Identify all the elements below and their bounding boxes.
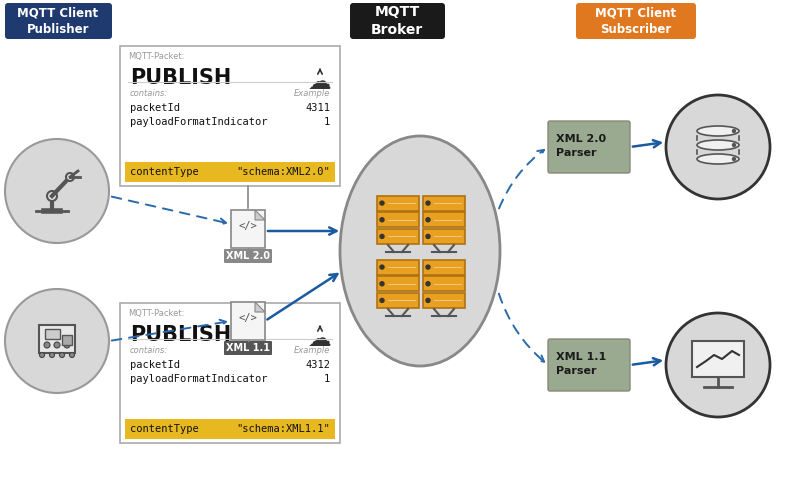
Text: payloadFormatIndicator: payloadFormatIndicator [130,374,267,384]
Text: MQTT-Packet:: MQTT-Packet: [128,52,184,61]
Bar [377,260,419,274]
Text: contains:: contains: [130,346,168,355]
Circle shape [59,353,65,357]
Bar [231,210,265,248]
Circle shape [733,143,735,146]
Circle shape [380,234,384,239]
Text: packetId: packetId [130,103,180,113]
Bar [377,195,419,211]
Text: </>: </> [238,221,258,231]
Text: MQTT Client
Subscriber: MQTT Client Subscriber [595,6,677,36]
Text: contentType: contentType [130,424,198,434]
Circle shape [66,173,74,181]
FancyBboxPatch shape [548,121,630,173]
Ellipse shape [697,126,739,136]
Text: ☁: ☁ [308,70,332,94]
Bar [377,212,419,227]
Text: 4311: 4311 [305,103,330,113]
Bar [692,341,744,377]
Text: 1: 1 [324,374,330,384]
Circle shape [380,201,384,205]
Circle shape [426,201,430,205]
FancyBboxPatch shape [548,339,630,391]
Text: MQTT Client
Publisher: MQTT Client Publisher [18,6,98,36]
Circle shape [50,353,54,357]
Bar [62,335,72,345]
Bar [45,329,60,339]
Circle shape [380,265,384,269]
Text: XML 2.0
Parser: XML 2.0 Parser [556,134,606,158]
Bar [377,293,419,308]
Bar [125,419,335,439]
Circle shape [54,342,60,348]
Circle shape [426,234,430,239]
Text: XML 1.1
Parser: XML 1.1 Parser [556,352,606,376]
Ellipse shape [697,140,739,150]
Text: ☁: ☁ [308,327,332,351]
Circle shape [666,313,770,417]
Circle shape [380,282,384,286]
Ellipse shape [340,136,500,366]
Text: </>: </> [238,313,258,323]
Circle shape [64,342,70,348]
Text: XML 2.0: XML 2.0 [226,251,270,261]
Text: PUBLISH: PUBLISH [130,325,231,345]
FancyBboxPatch shape [576,3,696,39]
FancyBboxPatch shape [350,3,445,39]
Text: Example: Example [294,89,330,98]
Circle shape [70,353,74,357]
Bar [423,293,465,308]
Bar [120,303,340,443]
FancyBboxPatch shape [5,3,112,39]
Text: contains:: contains: [130,89,168,98]
Ellipse shape [697,154,739,164]
Text: MQTT-Packet:: MQTT-Packet: [128,309,184,318]
Circle shape [733,130,735,133]
Text: "schema:XML1.1": "schema:XML1.1" [236,424,330,434]
Bar [231,302,265,340]
Circle shape [5,289,109,393]
Text: 4312: 4312 [305,360,330,370]
Polygon shape [255,302,265,312]
FancyBboxPatch shape [224,249,272,263]
Bar [125,162,335,182]
Circle shape [426,218,430,222]
Circle shape [666,95,770,199]
Bar [423,276,465,291]
Text: "schema:XML2.0": "schema:XML2.0" [236,167,330,177]
Bar [377,276,419,291]
Text: MQTT
Broker: MQTT Broker [371,5,423,37]
Bar [423,260,465,274]
Circle shape [39,353,45,357]
Text: contentType: contentType [130,167,198,177]
Circle shape [380,218,384,222]
Text: Example: Example [294,346,330,355]
FancyBboxPatch shape [224,341,272,355]
Circle shape [44,342,50,348]
Polygon shape [255,210,265,220]
Bar [423,212,465,227]
Bar [423,195,465,211]
Bar [120,46,340,186]
Circle shape [5,139,109,243]
Text: PUBLISH: PUBLISH [130,68,231,88]
Text: 1: 1 [324,117,330,127]
Circle shape [426,265,430,269]
Text: packetId: packetId [130,360,180,370]
Bar [377,229,419,244]
Text: XML 1.1: XML 1.1 [226,343,270,353]
Bar [39,325,75,353]
Circle shape [380,299,384,302]
Circle shape [47,191,57,201]
Text: payloadFormatIndicator: payloadFormatIndicator [130,117,267,127]
Circle shape [426,299,430,302]
Bar [423,229,465,244]
Circle shape [426,282,430,286]
Circle shape [733,158,735,161]
